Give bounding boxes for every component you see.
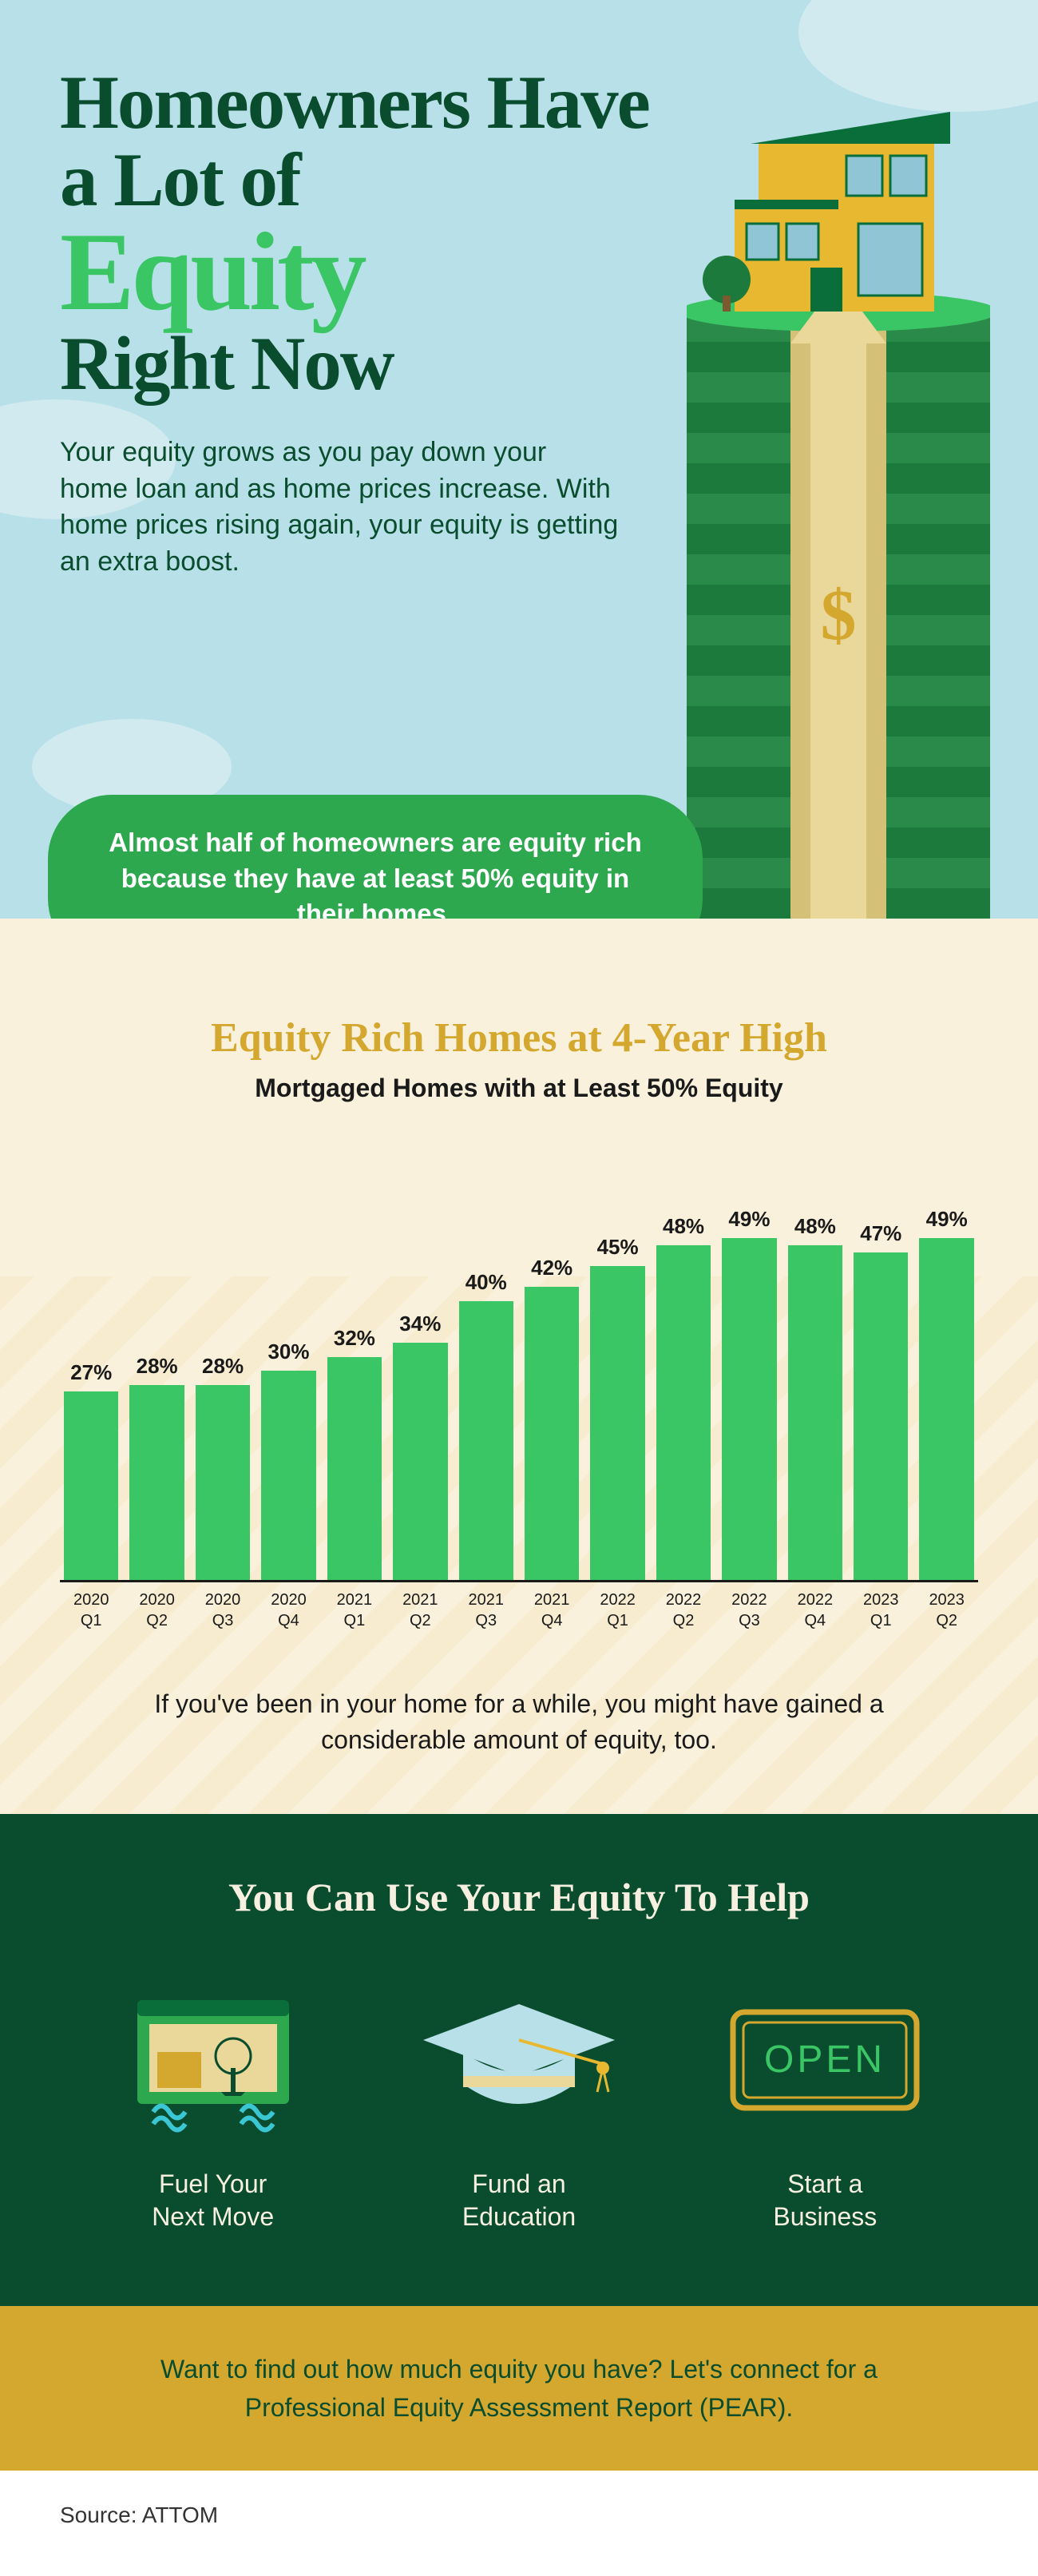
bar [196, 1385, 250, 1580]
headline: Homeowners Have a Lot of Equity Right No… [60, 64, 699, 403]
bar [64, 1391, 118, 1580]
bar-col: 47%2023 Q1 [854, 1159, 908, 1580]
chart-title: Equity Rich Homes at 4-Year High [60, 1014, 978, 1062]
bar [393, 1343, 447, 1580]
bar-col: 49%2023 Q2 [919, 1159, 973, 1580]
bar-value-label: 49% [728, 1207, 770, 1232]
grad-cap-icon [366, 1968, 672, 2152]
bar [590, 1266, 644, 1580]
bar-category-label: 2021 Q4 [534, 1590, 570, 1631]
bar [854, 1252, 908, 1580]
bar [327, 1357, 382, 1580]
open-sign-icon: OPEN [672, 1968, 978, 2152]
use-item-move: Fuel YourNext Move [60, 1968, 366, 2234]
bar-category-label: 2022 Q1 [600, 1590, 636, 1631]
house-svg: $ [687, 64, 990, 919]
bar-value-label: 28% [202, 1354, 244, 1379]
headline-pre: Homeowners Have a Lot of [60, 60, 649, 222]
bar-chart: 27%2020 Q128%2020 Q228%2020 Q330%2020 Q4… [60, 1159, 978, 1582]
bar-category-label: 2022 Q3 [731, 1590, 767, 1631]
house-icon [703, 112, 950, 312]
uses-title: You Can Use Your Equity To Help [60, 1874, 978, 1920]
bar-category-label: 2021 Q2 [402, 1590, 438, 1631]
hero-section: Homeowners Have a Lot of Equity Right No… [0, 0, 1038, 919]
bar-category-label: 2023 Q1 [863, 1590, 899, 1631]
infographic-root: Homeowners Have a Lot of Equity Right No… [0, 0, 1038, 2576]
use-label: Start aBusiness [672, 2168, 978, 2234]
bar-col: 40%2021 Q3 [459, 1159, 513, 1580]
bar [525, 1287, 579, 1580]
uses-section: You Can Use Your Equity To Help [0, 1814, 1038, 2306]
bar [788, 1245, 842, 1580]
bar-value-label: 49% [926, 1207, 968, 1232]
chart-caption: If you've been in your home for a while,… [60, 1686, 978, 1758]
bar-category-label: 2022 Q4 [798, 1590, 834, 1631]
bar-category-label: 2020 Q1 [73, 1590, 109, 1631]
bar-value-label: 32% [334, 1326, 375, 1351]
bar-value-label: 48% [794, 1214, 836, 1239]
house-illustration: $ [687, 64, 990, 919]
headline-post: Right Now [60, 321, 393, 406]
bar-value-label: 47% [860, 1221, 901, 1246]
bar-col: 42%2021 Q4 [525, 1159, 579, 1580]
use-label: Fund anEducation [366, 2168, 672, 2234]
bar-value-label: 28% [137, 1354, 178, 1379]
source-line: Source: ATTOM [0, 2471, 1038, 2576]
uses-row: Fuel YourNext Move Fund anEducation [60, 1968, 978, 2234]
bar [722, 1238, 776, 1580]
bar-value-label: 48% [663, 1214, 704, 1239]
bar-category-label: 2021 Q1 [337, 1590, 373, 1631]
moving-truck-icon [60, 1968, 366, 2152]
chart-subtitle: Mortgaged Homes with at Least 50% Equity [60, 1074, 978, 1103]
bar-col: 49%2022 Q3 [722, 1159, 776, 1580]
hero-subhead: Your equity grows as you pay down your h… [60, 435, 619, 581]
callout-pill: Almost half of homeowners are equity ric… [48, 795, 703, 919]
bar-col: 45%2022 Q1 [590, 1159, 644, 1580]
svg-text:OPEN: OPEN [764, 2038, 885, 2081]
bar-col: 48%2022 Q2 [656, 1159, 711, 1580]
bar-value-label: 27% [70, 1360, 112, 1385]
equity-shaft: $ [687, 312, 990, 919]
chart-section: Equity Rich Homes at 4-Year High Mortgag… [0, 919, 1038, 1814]
bar-col: 48%2022 Q4 [788, 1159, 842, 1580]
bar-value-label: 45% [597, 1235, 639, 1260]
cta-text: Want to find out how much equity you hav… [96, 2350, 942, 2427]
bar-category-label: 2021 Q3 [468, 1590, 504, 1631]
bar-col: 27%2020 Q1 [64, 1159, 118, 1580]
bar-col: 30%2020 Q4 [261, 1159, 315, 1580]
bar-category-label: 2020 Q4 [271, 1590, 307, 1631]
bar-category-label: 2022 Q2 [666, 1590, 702, 1631]
headline-accent: Equity [60, 219, 699, 325]
bar [919, 1238, 973, 1580]
bar-category-label: 2023 Q2 [929, 1590, 965, 1631]
cta-bar: Want to find out how much equity you hav… [0, 2306, 1038, 2471]
bar [656, 1245, 711, 1580]
use-item-education: Fund anEducation [366, 1968, 672, 2234]
bar [459, 1301, 513, 1580]
bar-col: 28%2020 Q3 [196, 1159, 250, 1580]
bar-value-label: 30% [267, 1340, 309, 1364]
use-item-business: OPEN Start aBusiness [672, 1968, 978, 2234]
bar-value-label: 40% [466, 1270, 507, 1295]
bar-category-label: 2020 Q2 [139, 1590, 175, 1631]
bar-category-label: 2020 Q3 [205, 1590, 241, 1631]
hero-text-block: Homeowners Have a Lot of Equity Right No… [60, 64, 699, 581]
dollar-sign-icon: $ [821, 576, 857, 655]
bar-col: 32%2021 Q1 [327, 1159, 382, 1580]
bar-col: 34%2021 Q2 [393, 1159, 447, 1580]
bar-value-label: 34% [399, 1312, 441, 1336]
bar-col: 28%2020 Q2 [129, 1159, 184, 1580]
bar [129, 1385, 184, 1580]
use-label: Fuel YourNext Move [60, 2168, 366, 2234]
source-text: Source: ATTOM [60, 2503, 978, 2528]
bar [261, 1371, 315, 1580]
pill-text: Almost half of homeowners are equity ric… [92, 825, 659, 919]
bar-value-label: 42% [531, 1256, 572, 1280]
